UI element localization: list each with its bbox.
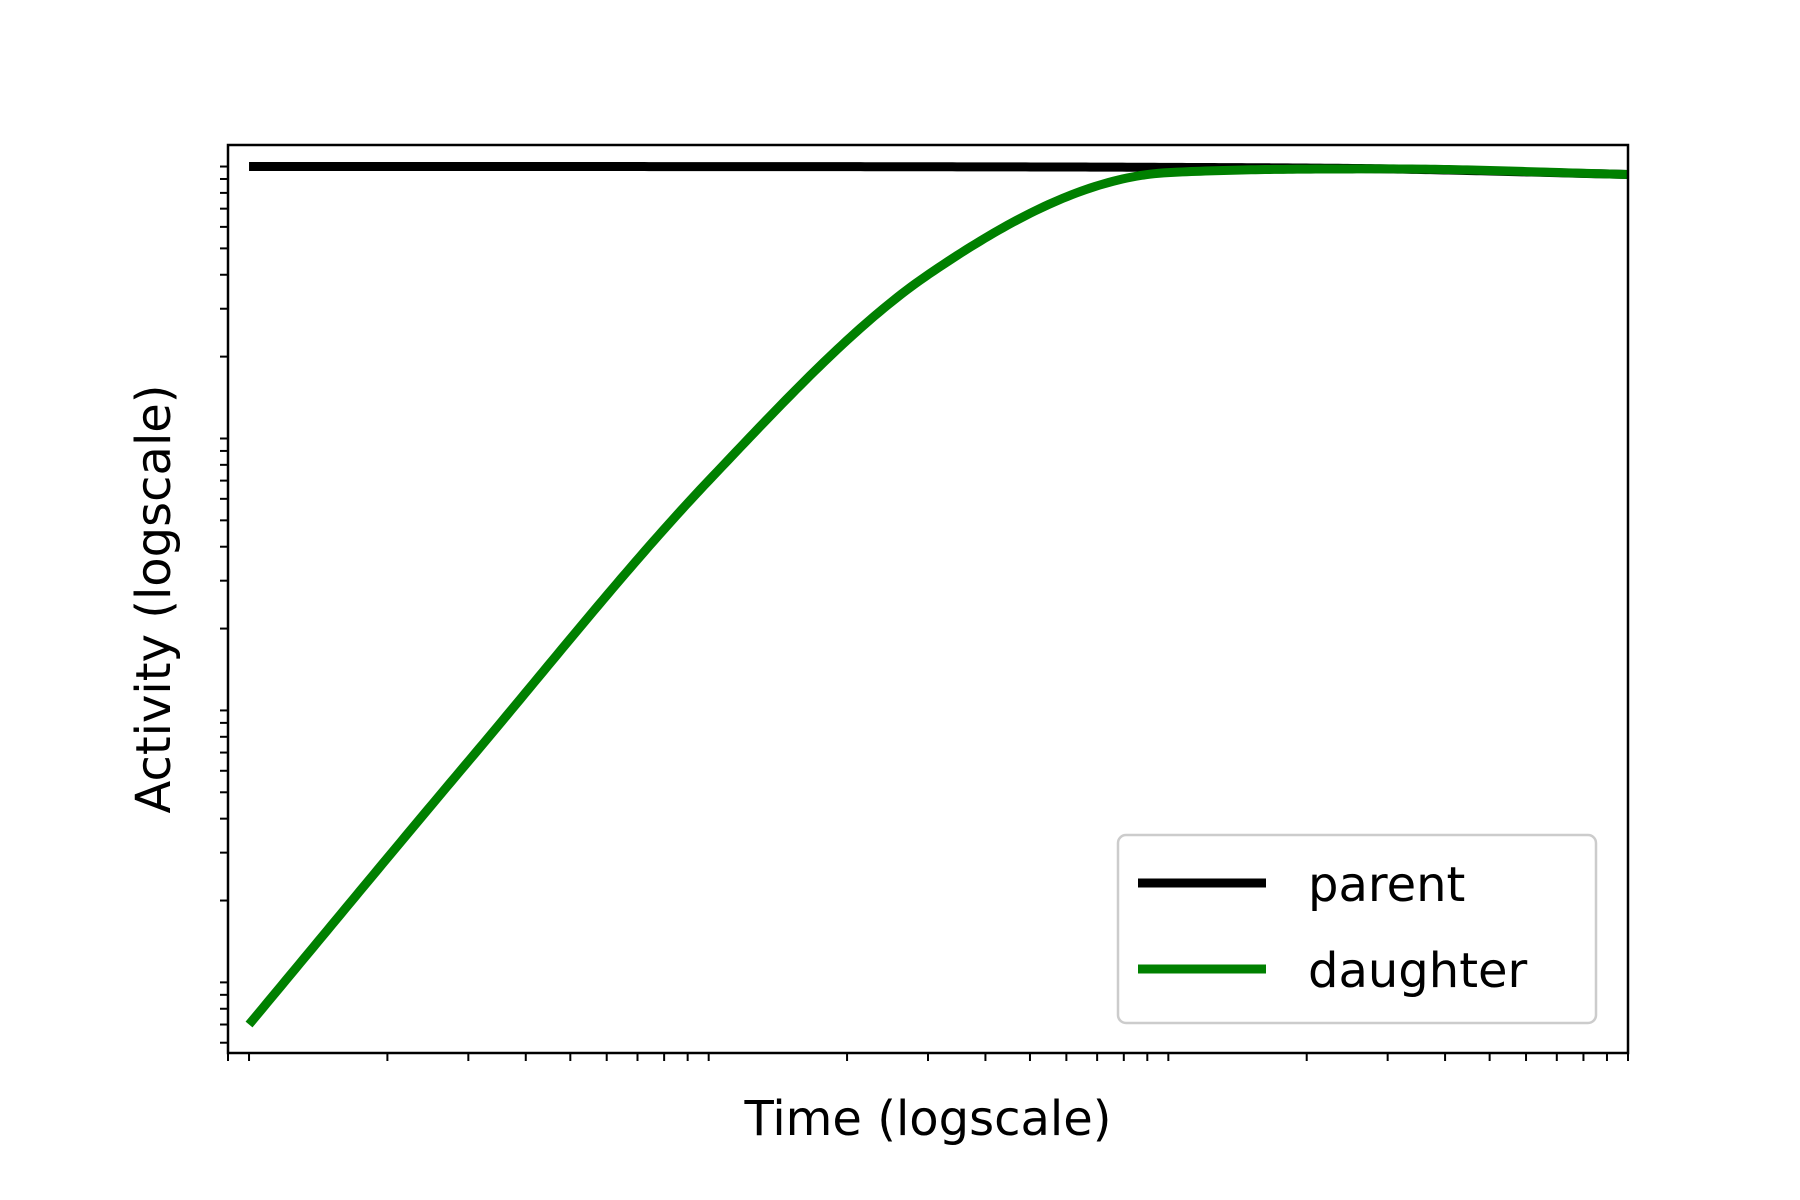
x-axis-label: Time (logscale) xyxy=(743,1091,1111,1147)
y-axis-label: Activity (logscale) xyxy=(126,384,182,813)
legend-label-parent: parent xyxy=(1308,857,1465,913)
legend-label-daughter: daughter xyxy=(1308,943,1528,999)
tick-layer xyxy=(220,165,1629,1061)
series-layer xyxy=(245,162,1628,1028)
series-line-daughter xyxy=(245,164,1628,1028)
plot-frame xyxy=(226,143,1630,1055)
legend: parent daughter xyxy=(1116,833,1598,1025)
